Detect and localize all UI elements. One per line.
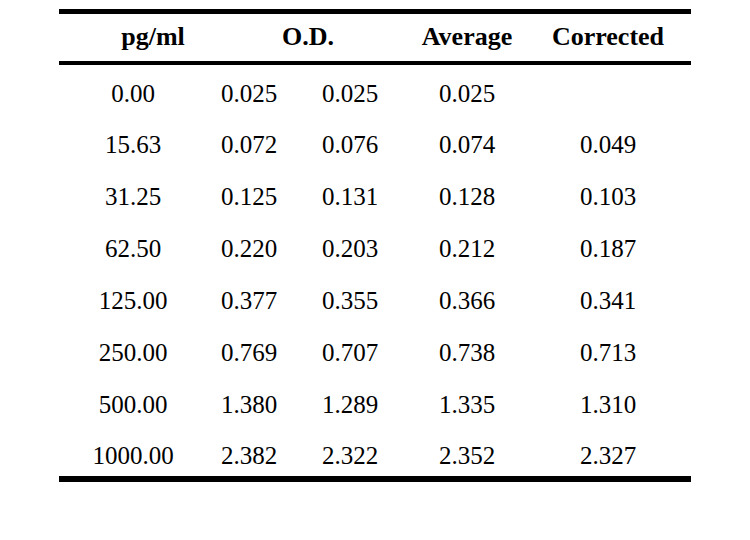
cell-pgml: 500.00 <box>59 375 207 427</box>
cell-od2: 0.707 <box>291 323 409 375</box>
cell-corrected: 0.713 <box>525 323 691 375</box>
standards-table: pg/ml O.D. Average Corrected 0.00 0.025 … <box>59 9 691 482</box>
table-row: 0.00 0.025 0.025 0.025 <box>59 63 691 115</box>
cell-average: 0.025 <box>409 63 525 115</box>
table-row: 1000.00 2.382 2.322 2.352 2.327 <box>59 427 691 479</box>
table-row: 500.00 1.380 1.289 1.335 1.310 <box>59 375 691 427</box>
cell-od2: 2.322 <box>291 427 409 479</box>
cell-od1: 1.380 <box>207 375 291 427</box>
table-row: 250.00 0.769 0.707 0.738 0.713 <box>59 323 691 375</box>
column-header-average: Average <box>409 12 525 63</box>
table-row: 125.00 0.377 0.355 0.366 0.341 <box>59 271 691 323</box>
cell-corrected: 0.341 <box>525 271 691 323</box>
column-header-pgml: pg/ml <box>59 12 207 63</box>
cell-od1: 2.382 <box>207 427 291 479</box>
cell-od2: 0.203 <box>291 219 409 271</box>
cell-od2: 0.025 <box>291 63 409 115</box>
table-row: 31.25 0.125 0.131 0.128 0.103 <box>59 167 691 219</box>
cell-pgml: 1000.00 <box>59 427 207 479</box>
cell-pgml: 15.63 <box>59 115 207 167</box>
cell-od2: 0.131 <box>291 167 409 219</box>
cell-corrected: 0.049 <box>525 115 691 167</box>
cell-od1: 0.769 <box>207 323 291 375</box>
column-header-corrected: Corrected <box>525 12 691 63</box>
cell-od2: 0.076 <box>291 115 409 167</box>
cell-corrected: 2.327 <box>525 427 691 479</box>
cell-average: 2.352 <box>409 427 525 479</box>
cell-od1: 0.072 <box>207 115 291 167</box>
cell-average: 0.128 <box>409 167 525 219</box>
cell-average: 0.738 <box>409 323 525 375</box>
cell-pgml: 125.00 <box>59 271 207 323</box>
cell-corrected: 1.310 <box>525 375 691 427</box>
cell-average: 0.366 <box>409 271 525 323</box>
cell-pgml: 62.50 <box>59 219 207 271</box>
cell-od1: 0.025 <box>207 63 291 115</box>
cell-corrected: 0.103 <box>525 167 691 219</box>
table-row: 62.50 0.220 0.203 0.212 0.187 <box>59 219 691 271</box>
cell-pgml: 0.00 <box>59 63 207 115</box>
cell-average: 0.074 <box>409 115 525 167</box>
cell-pgml: 250.00 <box>59 323 207 375</box>
cell-od1: 0.220 <box>207 219 291 271</box>
cell-corrected <box>525 63 691 115</box>
table-row: 15.63 0.072 0.076 0.074 0.049 <box>59 115 691 167</box>
cell-corrected: 0.187 <box>525 219 691 271</box>
cell-od1: 0.125 <box>207 167 291 219</box>
column-header-od: O.D. <box>207 12 409 63</box>
document-page: pg/ml O.D. Average Corrected 0.00 0.025 … <box>0 0 750 540</box>
cell-od2: 1.289 <box>291 375 409 427</box>
cell-average: 1.335 <box>409 375 525 427</box>
cell-od1: 0.377 <box>207 271 291 323</box>
cell-average: 0.212 <box>409 219 525 271</box>
header-row: pg/ml O.D. Average Corrected <box>59 12 691 63</box>
cell-pgml: 31.25 <box>59 167 207 219</box>
cell-od2: 0.355 <box>291 271 409 323</box>
